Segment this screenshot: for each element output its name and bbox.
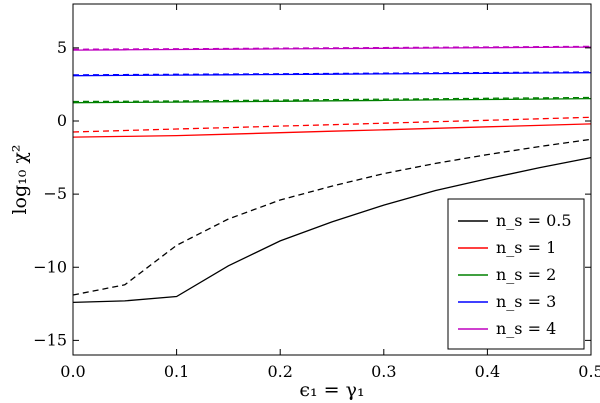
legend-label: n_s = 3 <box>496 292 556 311</box>
legend-label: n_s = 1 <box>496 238 556 257</box>
y-tick-labels: 5 0 −5 −10 −15 <box>33 38 67 350</box>
x-tick-label: 0.4 <box>475 362 500 381</box>
plot-frame <box>72 3 592 356</box>
legend-label: n_s = 2 <box>496 265 556 284</box>
x-tick-label: 0.3 <box>371 362 396 381</box>
x-tick-label: 0.1 <box>164 362 189 381</box>
y-tick-label: 0 <box>57 111 67 130</box>
axis-ticks <box>72 4 592 355</box>
y-tick-label: 5 <box>57 38 67 57</box>
series-1-solid-line <box>72 156 592 304</box>
y-tick-label: −10 <box>33 257 67 276</box>
series-3-solid-line <box>72 97 592 104</box>
series-3-dashed-line <box>72 96 592 103</box>
series-4-dashed-line <box>72 71 592 76</box>
series-2-dashed-line <box>72 116 592 133</box>
y-tick-label: −15 <box>33 330 67 349</box>
legend-box <box>447 198 585 350</box>
series-4-solid-line <box>72 72 592 77</box>
y-axis-label: log₁₀ χ² <box>9 144 31 214</box>
series-5-dashed-line <box>72 45 592 50</box>
x-tick-label: 0.5 <box>578 362 600 381</box>
legend-label: n_s = 0.5 <box>496 211 572 230</box>
x-tick-label: 0.2 <box>267 362 292 381</box>
y-tick-label: −5 <box>43 184 67 203</box>
legend: n_s = 0.5 n_s = 1 n_s = 2 n_s = 3 n_s = 4 <box>447 198 585 350</box>
plot-lines <box>72 45 592 304</box>
x-tick-label: 0.0 <box>60 362 85 381</box>
legend-label: n_s = 4 <box>496 319 556 338</box>
series-1-dashed-line <box>72 138 592 296</box>
x-tick-labels: 0.0 0.1 0.2 0.3 0.4 0.5 <box>60 362 600 381</box>
series-5-solid-line <box>72 46 592 51</box>
x-axis-label: ϵ₁ = γ₁ <box>299 379 364 401</box>
series-2-solid-line <box>72 123 592 138</box>
